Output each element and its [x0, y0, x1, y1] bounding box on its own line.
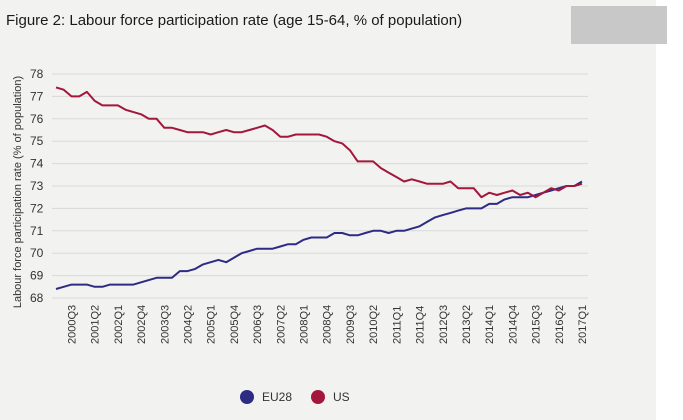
y-tick-label: 68	[30, 291, 44, 305]
x-tick-label: 2008Q1	[299, 305, 311, 344]
y-tick-label: 76	[30, 112, 44, 126]
x-tick-label: 2008Q4	[322, 305, 334, 344]
x-tick-label: 2015Q3	[531, 305, 543, 344]
x-tick-label: 2007Q2	[275, 305, 287, 344]
chart-panel	[0, 0, 656, 420]
x-tick-label: 2014Q1	[484, 305, 496, 344]
y-tick-label: 78	[30, 67, 44, 81]
legend-item-us: US	[311, 390, 350, 404]
y-axis-label: Labour force participation rate (% of po…	[12, 76, 24, 308]
x-tick-label: 2014Q4	[507, 305, 519, 344]
y-tick-label: 73	[30, 179, 44, 193]
x-tick-label: 2013Q2	[461, 305, 473, 344]
figure-title: Figure 2: Labour force participation rat…	[6, 12, 463, 29]
y-tick-label: 71	[30, 224, 44, 238]
legend-item-eu28: EU28	[240, 390, 292, 404]
x-tick-label: 2005Q4	[229, 305, 241, 344]
y-tick-label: 72	[30, 201, 44, 215]
x-tick-labels: 2000Q3 2001Q2 2002Q1 2002Q4 2003Q3 2004Q2 2005…	[66, 305, 589, 344]
gridlines	[52, 73, 588, 299]
redacted-logo	[571, 6, 667, 44]
x-tick-label: 2005Q1	[206, 305, 218, 344]
x-tick-label: 2002Q4	[136, 305, 148, 344]
y-tick-label: 69	[30, 269, 44, 283]
x-tick-label: 2001Q2	[90, 305, 102, 344]
x-tick-label: 2017Q1	[577, 305, 589, 344]
legend-label-us: US	[333, 390, 350, 404]
legend-swatch-eu28	[240, 390, 254, 404]
series-line-eu28	[55, 180, 583, 290]
x-tick-label: 2016Q2	[554, 305, 566, 344]
series-line-us	[55, 86, 583, 199]
x-tick-label: 2002Q1	[113, 305, 125, 344]
y-tick-label: 77	[30, 89, 44, 103]
y-tick-labels: 68 69 70 71 72 73 74 75 76 77 78	[30, 67, 44, 305]
x-tick-label: 2011Q1	[391, 306, 403, 344]
x-tick-label: 2011Q4	[415, 306, 427, 344]
y-tick-label: 70	[30, 246, 44, 260]
x-tick-label: 2006Q3	[252, 305, 264, 344]
legend-label-eu28: EU28	[262, 390, 293, 404]
legend-swatch-us	[311, 390, 325, 404]
x-tick-label: 2010Q2	[368, 305, 380, 344]
series-lines	[55, 86, 583, 290]
y-tick-label: 75	[30, 134, 44, 148]
x-tick-label: 2000Q3	[66, 305, 78, 344]
y-tick-label: 74	[30, 157, 44, 171]
x-tick-label: 2009Q3	[345, 305, 357, 344]
x-tick-label: 2003Q3	[159, 305, 171, 344]
x-tick-label: 2004Q2	[183, 305, 195, 344]
x-tick-label: 2012Q3	[438, 305, 450, 344]
